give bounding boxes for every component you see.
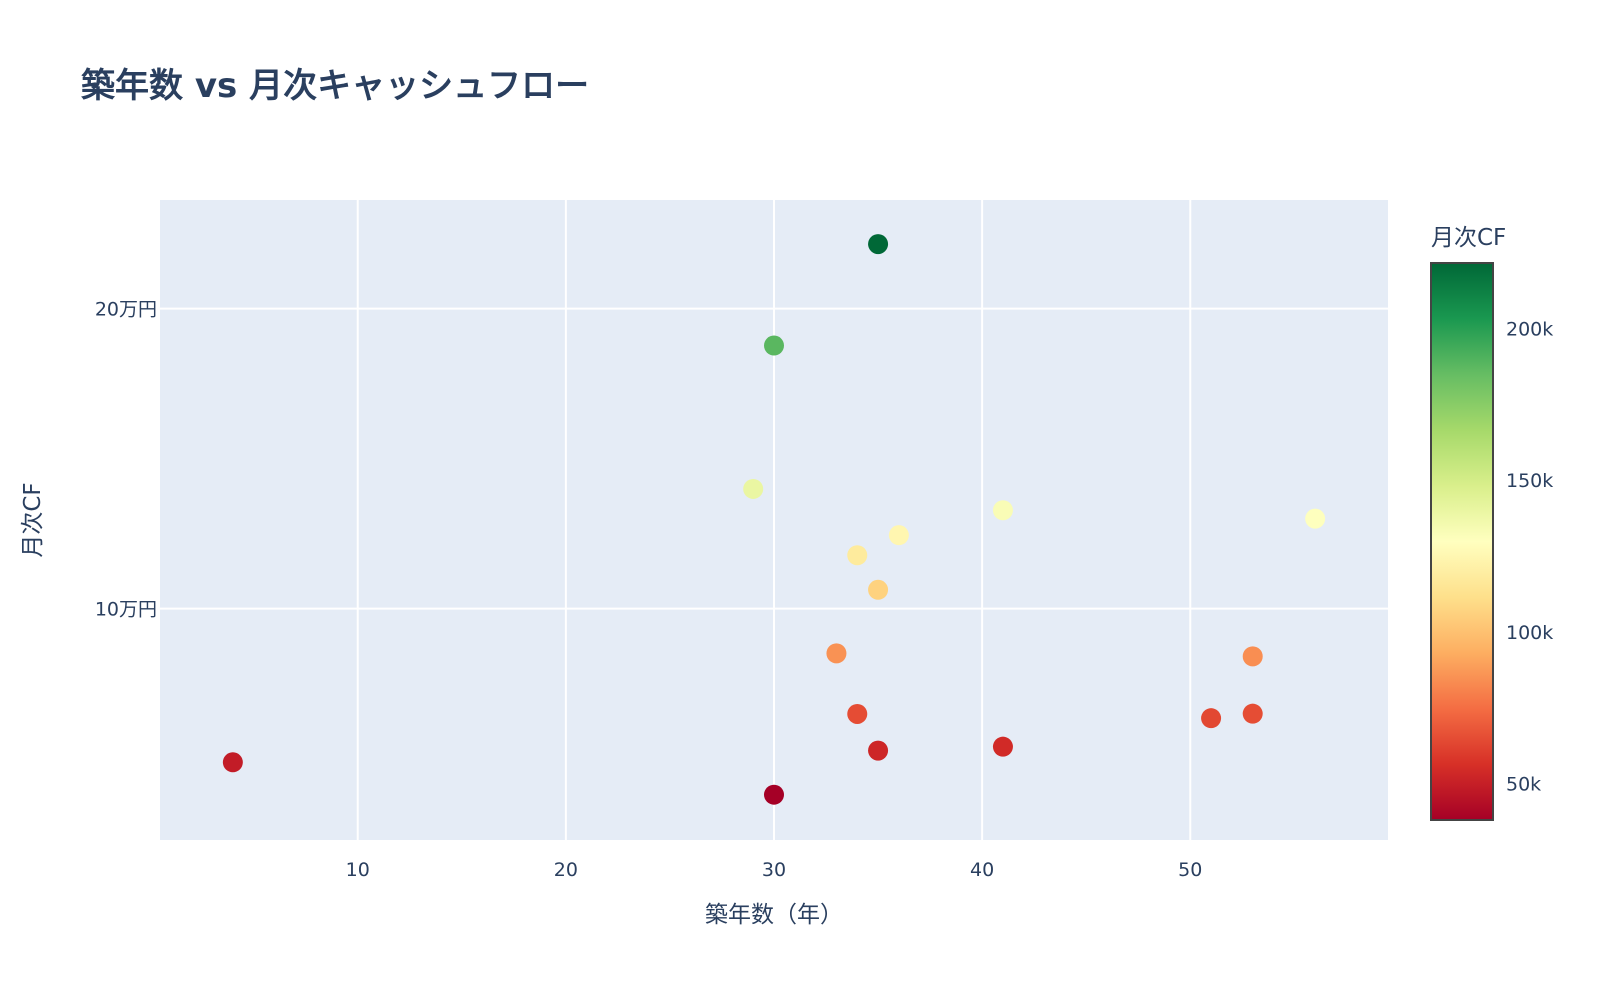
x-tick-label: 10	[346, 859, 370, 881]
x-gridlines	[356, 200, 1192, 840]
data-point[interactable]	[888, 525, 909, 546]
data-points	[222, 234, 1326, 805]
colorbar-tick-label: 50k	[1506, 774, 1541, 796]
x-tick-label: 20	[554, 859, 578, 881]
colorbar-gradient	[1430, 262, 1494, 821]
data-point[interactable]	[1242, 646, 1263, 667]
x-axis-ticks: 10 20 30 40 50	[346, 859, 1203, 881]
x-tick-label: 40	[970, 859, 994, 881]
colorbar-tick-label: 100k	[1506, 622, 1553, 644]
y-tick-label: 20万円	[95, 299, 157, 321]
data-point[interactable]	[847, 703, 868, 724]
data-point[interactable]	[992, 736, 1013, 757]
y-gridlines	[160, 307, 1388, 610]
colorbar-ticks: 50k 100k 150k 200k	[1506, 318, 1553, 795]
data-point[interactable]	[222, 752, 243, 773]
data-point[interactable]	[1201, 708, 1222, 729]
y-tick-label: 10万円	[95, 599, 157, 621]
x-axis-title: 築年数（年）	[705, 902, 843, 928]
colorbar-title: 月次CF	[1431, 225, 1506, 251]
data-point[interactable]	[868, 740, 889, 761]
chart-title: 築年数 vs 月次キャッシュフロー	[81, 66, 590, 106]
y-axis-ticks: 10万円 20万円	[95, 299, 157, 621]
data-point[interactable]	[992, 500, 1013, 521]
x-tick-label: 30	[762, 859, 786, 881]
colorbar-tick-label: 200k	[1506, 318, 1553, 340]
y-axis-title: 月次CF	[20, 482, 46, 557]
data-point[interactable]	[826, 643, 847, 664]
data-point[interactable]	[1305, 508, 1326, 529]
colorbar: 月次CF 50k 100k 150k 200k	[1430, 225, 1553, 821]
data-point[interactable]	[868, 234, 889, 255]
data-point[interactable]	[868, 579, 889, 600]
data-point[interactable]	[847, 545, 868, 566]
data-point[interactable]	[1242, 703, 1263, 724]
data-point[interactable]	[764, 335, 784, 356]
data-point[interactable]	[743, 478, 764, 499]
x-tick-label: 50	[1178, 859, 1202, 881]
data-point[interactable]	[764, 784, 784, 805]
colorbar-tick-label: 150k	[1506, 470, 1553, 492]
